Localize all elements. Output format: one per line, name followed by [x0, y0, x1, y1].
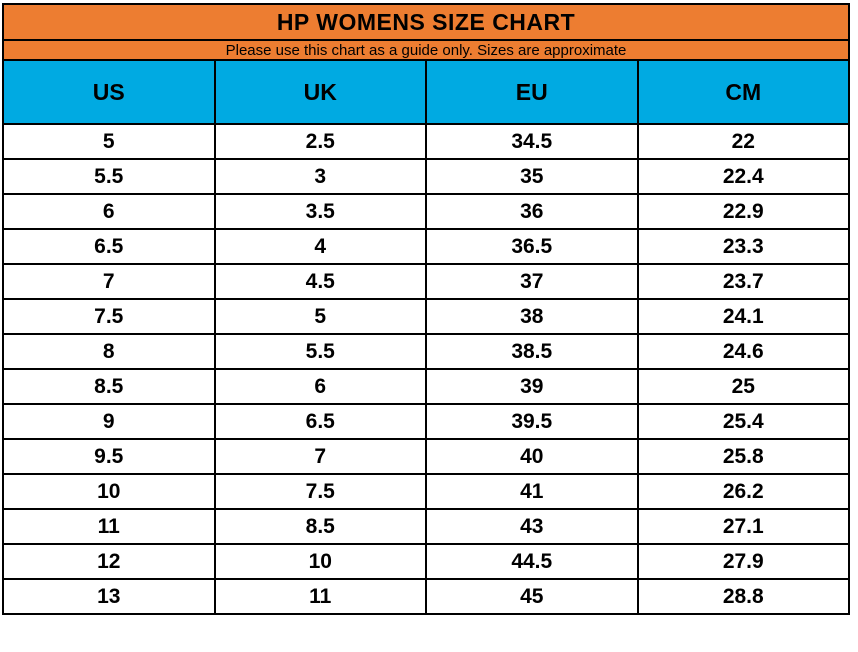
table-row: 7 4.5 37 23.7: [2, 263, 850, 300]
table-cell-eu: 35: [425, 158, 639, 195]
table-row: 6 3.5 36 22.9: [2, 193, 850, 230]
table-row: 10 7.5 41 26.2: [2, 473, 850, 510]
table-cell-eu: 40: [425, 438, 639, 475]
column-header-us: US: [2, 59, 216, 125]
table-cell-cm: 23.3: [636, 228, 850, 265]
table-cell-cm: 22.9: [636, 193, 850, 230]
table-cell-cm: 22: [636, 123, 850, 160]
table-cell-us: 9.5: [2, 438, 216, 475]
table-cell-cm: 28.8: [636, 578, 850, 615]
table-cell-cm: 24.6: [636, 333, 850, 370]
table-cell-eu: 45: [425, 578, 639, 615]
table-cell-uk: 5.5: [213, 333, 427, 370]
table-row: 12 10 44.5 27.9: [2, 543, 850, 580]
table-cell-us: 5.5: [2, 158, 216, 195]
table-cell-eu: 36: [425, 193, 639, 230]
table-cell-uk: 7.5: [213, 473, 427, 510]
table-cell-us: 8: [2, 333, 216, 370]
table-cell-us: 13: [2, 578, 216, 615]
table-cell-eu: 43: [425, 508, 639, 545]
table-cell-us: 7: [2, 263, 216, 300]
table-cell-us: 7.5: [2, 298, 216, 335]
column-header-uk: UK: [213, 59, 427, 125]
table-row: 13 11 45 28.8: [2, 578, 850, 615]
table-cell-uk: 10: [213, 543, 427, 580]
table-cell-cm: 25.8: [636, 438, 850, 475]
table-cell-eu: 38.5: [425, 333, 639, 370]
table-row: 8.5 6 39 25: [2, 368, 850, 405]
table-row: 8 5.5 38.5 24.6: [2, 333, 850, 370]
table-cell-us: 6: [2, 193, 216, 230]
table-row: 7.5 5 38 24.1: [2, 298, 850, 335]
table-cell-eu: 37: [425, 263, 639, 300]
table-cell-cm: 22.4: [636, 158, 850, 195]
table-cell-uk: 7: [213, 438, 427, 475]
table-cell-cm: 27.9: [636, 543, 850, 580]
table-cell-uk: 3.5: [213, 193, 427, 230]
table-cell-us: 11: [2, 508, 216, 545]
table-cell-cm: 26.2: [636, 473, 850, 510]
table-cell-uk: 3: [213, 158, 427, 195]
table-cell-uk: 6.5: [213, 403, 427, 440]
table-cell-eu: 41: [425, 473, 639, 510]
table-cell-cm: 24.1: [636, 298, 850, 335]
column-header-cm: CM: [636, 59, 850, 125]
table-cell-eu: 44.5: [425, 543, 639, 580]
table-cell-cm: 23.7: [636, 263, 850, 300]
table-cell-eu: 36.5: [425, 228, 639, 265]
chart-title: HP WOMENS SIZE CHART: [2, 3, 850, 41]
table-cell-uk: 4.5: [213, 263, 427, 300]
table-cell-us: 10: [2, 473, 216, 510]
table-row: 9.5 7 40 25.8: [2, 438, 850, 475]
table-cell-eu: 39: [425, 368, 639, 405]
table-cell-uk: 6: [213, 368, 427, 405]
table-cell-cm: 25: [636, 368, 850, 405]
chart-subtitle: Please use this chart as a guide only. S…: [2, 39, 850, 61]
table-cell-cm: 25.4: [636, 403, 850, 440]
table-cell-us: 6.5: [2, 228, 216, 265]
table-row: 9 6.5 39.5 25.4: [2, 403, 850, 440]
table-cell-eu: 34.5: [425, 123, 639, 160]
table-cell-eu: 38: [425, 298, 639, 335]
table-row: 6.5 4 36.5 23.3: [2, 228, 850, 265]
table-cell-us: 5: [2, 123, 216, 160]
subtitle-row: Please use this chart as a guide only. S…: [2, 39, 850, 61]
table-cell-eu: 39.5: [425, 403, 639, 440]
table-cell-uk: 2.5: [213, 123, 427, 160]
size-chart-table: HP WOMENS SIZE CHART Please use this cha…: [2, 3, 850, 615]
table-cell-us: 8.5: [2, 368, 216, 405]
table-cell-us: 12: [2, 543, 216, 580]
table-cell-uk: 11: [213, 578, 427, 615]
table-cell-uk: 5: [213, 298, 427, 335]
table-cell-uk: 8.5: [213, 508, 427, 545]
column-header-row: US UK EU CM: [2, 59, 850, 125]
table-row: 5.5 3 35 22.4: [2, 158, 850, 195]
title-row: HP WOMENS SIZE CHART: [2, 3, 850, 41]
table-cell-uk: 4: [213, 228, 427, 265]
table-row: 5 2.5 34.5 22: [2, 123, 850, 160]
table-row: 11 8.5 43 27.1: [2, 508, 850, 545]
table-cell-cm: 27.1: [636, 508, 850, 545]
column-header-eu: EU: [425, 59, 639, 125]
table-cell-us: 9: [2, 403, 216, 440]
